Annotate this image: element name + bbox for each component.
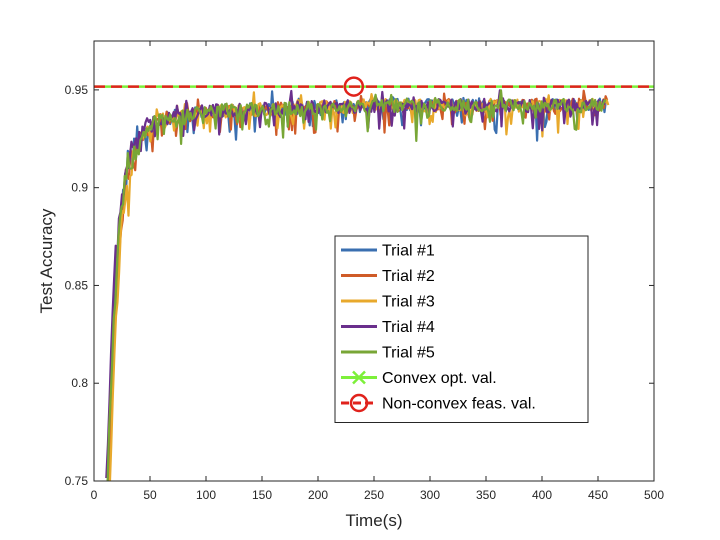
x-axis-label: Time(s) — [346, 511, 403, 530]
y-axis-label: Test Accuracy — [37, 208, 56, 313]
reference-lines — [94, 76, 654, 97]
series-line-trial-5 — [106, 89, 607, 481]
legend-x-marker — [352, 370, 366, 385]
legend-box — [334, 235, 589, 423]
legend-entry-label: Trial #2 — [382, 268, 435, 285]
x-tick-label: 100 — [196, 488, 216, 502]
x-tick-label: 200 — [308, 488, 328, 502]
series-layer — [105, 89, 610, 481]
x-axis: 0 50 100 150 200 250 300 350 400 450 500 — [91, 41, 664, 502]
y-tick-label: 0.8 — [71, 376, 88, 390]
x-tick-label: 150 — [252, 488, 272, 502]
x-tick-label: 300 — [420, 488, 440, 502]
legend-entry-label: Trial #4 — [382, 319, 435, 336]
legend: Trial #1 Trial #2 Trial #3 Trial #4 Trial #5… — [334, 235, 589, 423]
legend-entry-label: Non-convex feas. val. — [382, 396, 536, 413]
y-tick-label: 0.9 — [71, 181, 88, 195]
x-tick-label: 500 — [644, 488, 664, 502]
legend-entry-label: Trial #5 — [382, 345, 435, 362]
y-axis: 0.75 0.8 0.85 0.9 0.95 — [65, 83, 654, 488]
x-tick-label: 250 — [364, 488, 384, 502]
x-tick-label: 400 — [532, 488, 552, 502]
y-tick-label: 0.95 — [65, 83, 89, 97]
non-convex-feas-marker — [343, 76, 365, 97]
x-tick-label: 450 — [588, 488, 608, 502]
x-tick-label: 50 — [143, 488, 157, 502]
y-tick-label: 0.85 — [65, 278, 89, 292]
legend-entry-label: Trial #3 — [382, 294, 435, 311]
x-tick-label: 350 — [476, 488, 496, 502]
y-tick-label: 0.75 — [65, 474, 89, 488]
legend-circle-marker — [349, 393, 369, 413]
legend-entry-label: Trial #1 — [382, 243, 435, 260]
x-tick-label: 0 — [91, 488, 98, 502]
legend-entry-label: Convex opt. val. — [382, 370, 497, 387]
